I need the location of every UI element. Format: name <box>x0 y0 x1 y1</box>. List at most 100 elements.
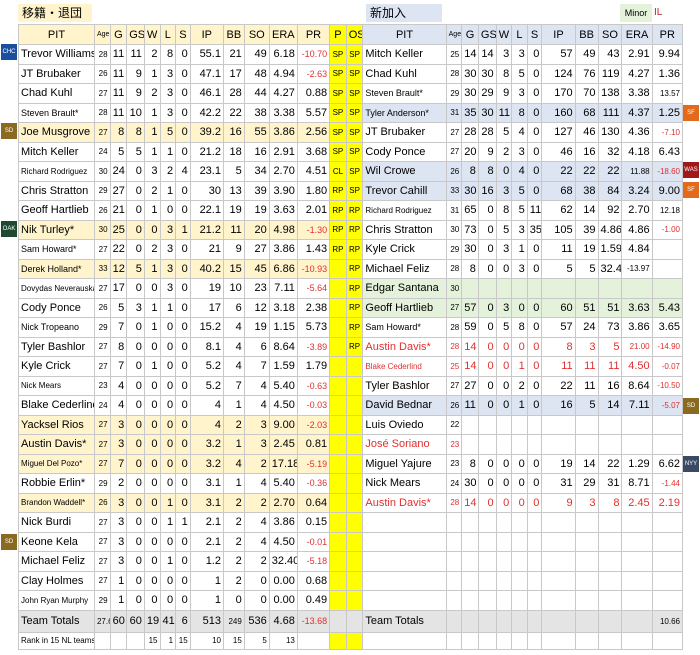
right-stat-cell: 26 <box>445 395 463 416</box>
left-stat-cell: 5 <box>109 141 128 162</box>
left-stat-cell: 27 <box>93 551 111 572</box>
right-player-name <box>362 551 447 572</box>
left-stat-cell: 0 <box>126 453 145 474</box>
left-stat-cell: 3.18 <box>268 297 298 318</box>
right-stat-cell: 30 <box>461 63 479 84</box>
left-stat-cell: 25 <box>109 219 128 240</box>
right-stat-cell: 28 <box>461 122 479 143</box>
position-tag <box>329 492 347 513</box>
left-stat-cell: 0 <box>175 414 191 435</box>
left-stat-cell: 1 <box>222 434 245 455</box>
right-col-header: W <box>495 24 513 45</box>
right-player-name: Sam Howard* <box>362 317 447 338</box>
right-stat-cell: 0 <box>526 180 543 201</box>
right-stat-cell: 24 <box>574 317 599 338</box>
right-stat-cell <box>597 278 623 299</box>
table-row: Brandon Waddell* 26 3 0 0 1 0 3.1 2 2 2.70 0.64 Aust… <box>18 492 684 513</box>
left-stat-cell: 0 <box>159 453 177 474</box>
left-stat-cell: 0 <box>143 414 161 435</box>
left-stat-cell: 21.2 <box>189 219 224 240</box>
table-row: Tyler Bashlor 27 8 0 0 0 0 8.1 4 6 8.64 -3.89 RP Aust… <box>18 336 684 357</box>
left-stat-cell: 5 <box>222 161 245 182</box>
left-player-name: Miguel Del Pozo* <box>18 453 95 474</box>
right-player-name: Kyle Crick <box>362 239 447 260</box>
right-stat-cell: 28 <box>445 63 463 84</box>
left-stat-cell: 17 <box>222 63 245 84</box>
left-stat-cell: 3.90 <box>268 180 298 201</box>
left-stat-cell: 24 <box>93 141 111 162</box>
right-stat-cell: 59 <box>461 317 479 338</box>
left-stat-cell: 1 <box>143 122 161 143</box>
header-row: PITAgeGGSWLSIPBBSOERAPRPOSPITAgeGGSWLSIP… <box>18 24 684 45</box>
right-stat-cell: 3 <box>495 44 513 65</box>
right-stat-cell <box>477 531 497 552</box>
left-stat-cell: 0 <box>126 278 145 299</box>
right-stat-cell: 160 <box>541 102 576 123</box>
right-stat-cell <box>461 570 479 591</box>
right-stat-cell: 0 <box>526 122 543 143</box>
totals-cell <box>541 609 576 633</box>
left-stat-cell: 2.91 <box>268 141 298 162</box>
left-stat-cell: 0.00 <box>268 570 298 591</box>
right-stat-cell: 30 <box>477 102 497 123</box>
right-stat-cell: 0 <box>477 492 497 513</box>
right-stat-cell: 1.59 <box>597 239 623 260</box>
right-stat-cell <box>574 278 599 299</box>
left-stat-cell: 0 <box>126 414 145 435</box>
right-stat-cell: 0 <box>495 375 513 396</box>
left-stat-cell: 16 <box>222 122 245 143</box>
right-stat-cell <box>541 570 576 591</box>
right-stat-cell: 0 <box>526 102 543 123</box>
left-stat-cell: -1.30 <box>296 219 331 240</box>
table-row: Cody Ponce 26 5 3 1 1 0 17 6 12 3.18 2.38 RP Geoff Ha… <box>18 297 684 318</box>
position-tag <box>329 297 347 318</box>
left-stat-cell: 5.2 <box>189 356 224 377</box>
right-stat-cell: 65 <box>461 200 479 221</box>
left-stat-cell: 2.70 <box>268 161 298 182</box>
right-stat-cell: -1.44 <box>651 473 684 494</box>
right-stat-cell <box>597 434 623 455</box>
position-tag: SP <box>329 122 347 143</box>
right-player-name: Miguel Yajure <box>362 453 447 474</box>
right-stat-cell: 3 <box>511 141 528 162</box>
left-stat-cell: 0 <box>175 531 191 552</box>
il-legend: IL <box>654 7 663 18</box>
right-stat-cell: 8 <box>461 258 479 279</box>
left-stat-cell: 9 <box>126 63 145 84</box>
right-stat-cell: 30 <box>461 180 479 201</box>
team-badge: NYY <box>683 456 699 472</box>
left-stat-cell: 8.64 <box>268 336 298 357</box>
right-stat-cell <box>477 278 497 299</box>
left-stat-cell: -10.70 <box>296 44 331 65</box>
rank-label: Rank in 15 NL teams <box>18 631 95 650</box>
left-stat-cell: 0.68 <box>296 570 331 591</box>
right-stat-cell: 8 <box>461 453 479 474</box>
right-stat-cell: 76 <box>574 63 599 84</box>
right-stat-cell <box>621 570 653 591</box>
right-player-name: Austin Davis* <box>362 336 447 357</box>
right-stat-cell: 14 <box>461 336 479 357</box>
left-stat-cell: 0 <box>126 161 145 182</box>
right-stat-cell: 92 <box>597 200 623 221</box>
right-stat-cell: 1 <box>511 239 528 260</box>
right-col-header: SO <box>597 24 623 45</box>
left-stat-cell: 3 <box>159 278 177 299</box>
table-row: Kyle Crick 27 7 0 1 0 0 5.2 4 7 1.59 1.79 Blake Cede… <box>18 356 684 377</box>
left-stat-cell: 3.86 <box>268 239 298 260</box>
left-stat-cell: 4.50 <box>268 395 298 416</box>
left-stat-cell: 7 <box>243 356 270 377</box>
left-stat-cell: 5.57 <box>296 102 331 123</box>
totals-cell <box>445 609 463 633</box>
right-stat-cell: 12.18 <box>651 200 684 221</box>
left-stat-cell: 0 <box>126 434 145 455</box>
roster-rows: Trevor Williams 28 11 11 2 8 0 55.1 21 49 6.18 -10.… <box>18 44 684 650</box>
right-stat-cell: 11 <box>495 102 513 123</box>
right-stat-cell <box>621 551 653 572</box>
left-stat-cell: 27 <box>93 434 111 455</box>
left-stat-cell: -2.03 <box>296 414 331 435</box>
left-stat-cell: 23.1 <box>189 161 224 182</box>
right-stat-cell: 29 <box>445 239 463 260</box>
left-stat-cell: 0 <box>175 570 191 591</box>
right-stat-cell: 5 <box>495 122 513 143</box>
left-stat-cell: 0 <box>175 590 191 611</box>
